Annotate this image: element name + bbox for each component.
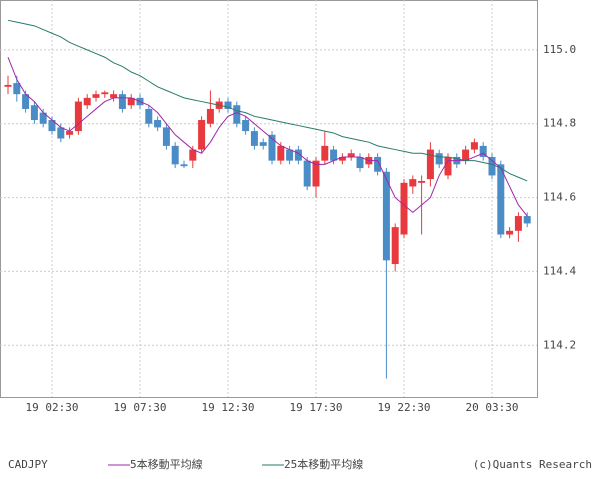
candle-body: [171, 145, 179, 165]
symbol: CADJPY: [8, 458, 48, 471]
candle-body: [206, 108, 214, 124]
candle-body: [523, 216, 531, 224]
candle-body: [409, 179, 417, 187]
candle-body: [330, 149, 338, 161]
x-tick-label: 19 07:30: [114, 401, 167, 414]
candle-body: [356, 156, 364, 169]
candle-body: [242, 120, 250, 132]
y-tick-label: 114.4: [543, 264, 576, 277]
candle-body: [13, 83, 21, 95]
candle-body: [224, 101, 232, 109]
candle-body: [514, 216, 522, 231]
candle-body: [74, 101, 82, 132]
candle-body: [303, 160, 311, 187]
candle-body: [57, 127, 65, 139]
y-tick-label: 114.6: [543, 191, 576, 204]
x-tick-label: 19 02:30: [26, 401, 79, 414]
candle-body: [180, 164, 188, 167]
x-tick-label: 19 17:30: [290, 401, 343, 414]
candle-body: [506, 230, 514, 235]
candle-body: [488, 156, 496, 176]
candle-body: [101, 92, 109, 95]
source: (c)Quants Research: [473, 458, 592, 471]
candle-body: [162, 127, 170, 146]
candle-body: [382, 171, 390, 261]
candle-body: [338, 156, 346, 161]
candle-body: [462, 149, 470, 161]
candle-body: [497, 164, 505, 235]
candle-body: [286, 149, 294, 161]
candle-body: [4, 84, 12, 87]
candle-body: [444, 156, 452, 176]
candle-body: [347, 153, 355, 157]
candle-body: [479, 145, 487, 157]
candle-body: [48, 120, 56, 132]
candle-body: [189, 149, 197, 161]
candle-body: [294, 149, 302, 161]
legend-label: 25本移動平均線: [284, 457, 363, 471]
candle-body: [198, 120, 206, 150]
candle-body: [435, 153, 443, 165]
plot-frame: [0, 0, 538, 398]
candle-body: [110, 94, 118, 98]
candle-body: [250, 131, 258, 146]
candle-body: [233, 105, 241, 124]
candle-body: [470, 142, 478, 150]
ma-line: [7, 19, 528, 182]
y-tick-label: 115.0: [543, 43, 576, 56]
x-tick-label: 19 12:30: [202, 401, 255, 414]
candle-body: [374, 156, 382, 172]
candle-body: [259, 142, 267, 146]
candle-body: [92, 94, 100, 98]
legend-label: 5本移動平均線: [130, 457, 203, 471]
candle-body: [418, 180, 426, 183]
candle-body: [277, 145, 285, 161]
candle-body: [22, 94, 30, 109]
candle-body: [154, 120, 162, 128]
candle-body: [30, 105, 38, 121]
candle-body: [268, 134, 276, 161]
candle-body: [145, 108, 153, 124]
candle-body: [118, 94, 126, 109]
candle-body: [400, 182, 408, 235]
candle-body: [391, 227, 399, 265]
candle-body: [127, 97, 135, 106]
candle-body: [426, 149, 434, 180]
candle-body: [66, 131, 74, 135]
candle-body: [312, 160, 320, 187]
ma-line: [7, 57, 528, 217]
y-tick-label: 114.8: [543, 117, 576, 130]
x-tick-label: 20 03:30: [466, 401, 519, 414]
candle-body: [83, 97, 91, 106]
candle-body: [39, 112, 47, 124]
y-tick-label: 114.2: [543, 338, 576, 351]
candle-body: [321, 145, 329, 161]
x-tick-label: 19 22:30: [378, 401, 431, 414]
